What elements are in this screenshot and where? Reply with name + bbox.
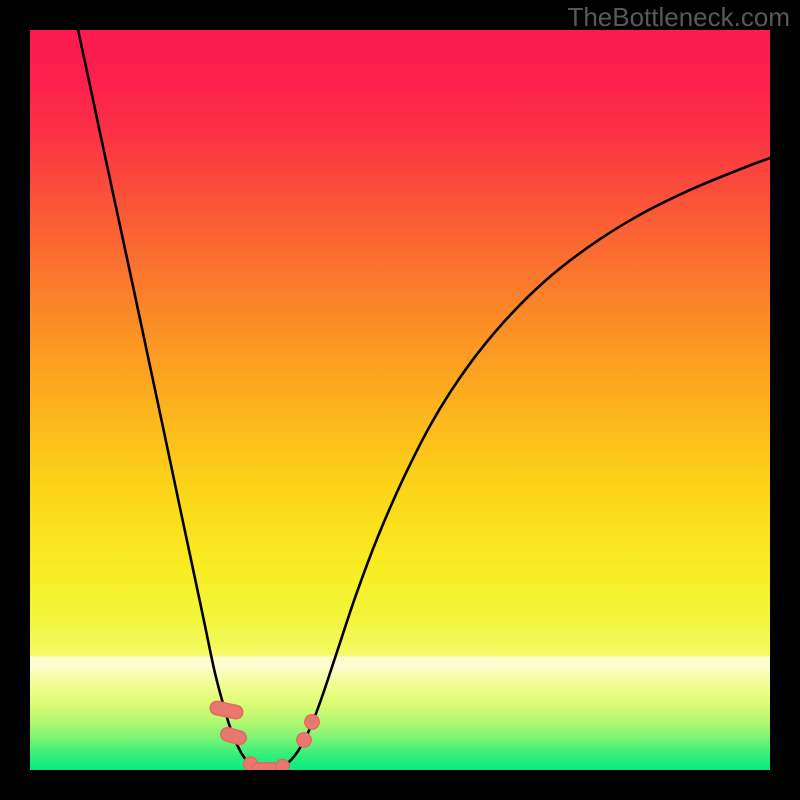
marker-6 — [305, 715, 320, 730]
watermark-text: TheBottleneck.com — [567, 2, 790, 33]
gradient-background — [30, 30, 770, 770]
chart-plot — [30, 30, 770, 770]
marker-4 — [276, 759, 289, 770]
marker-5 — [297, 733, 312, 748]
